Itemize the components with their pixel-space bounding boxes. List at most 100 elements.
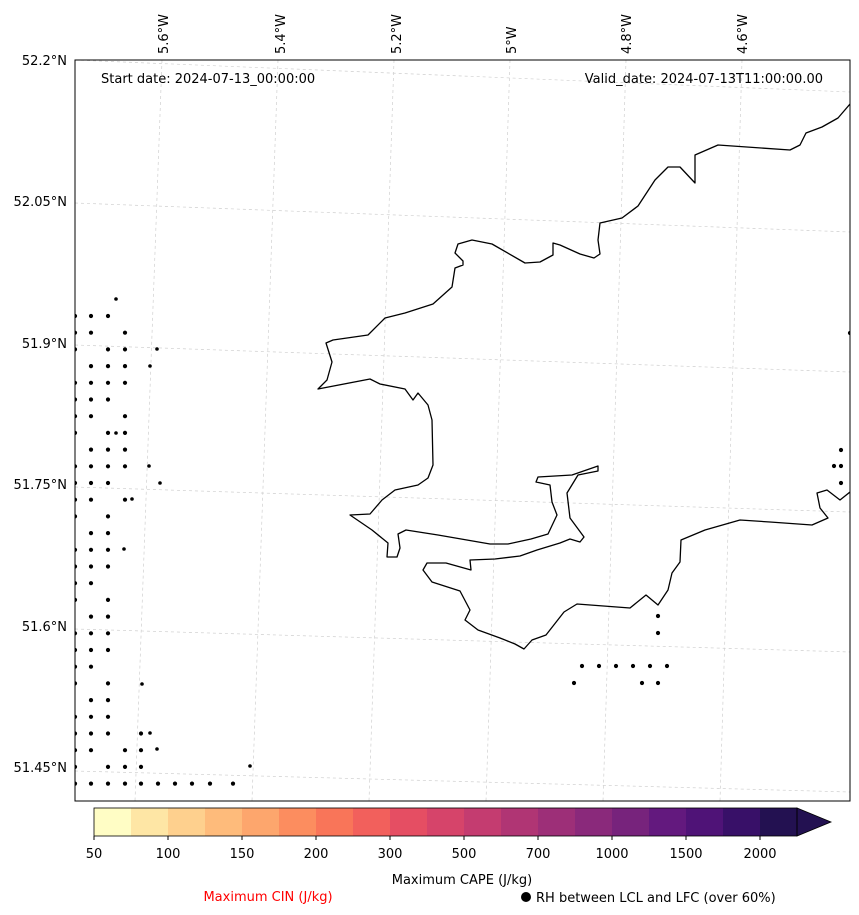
lat-tick-label: 51.45°N — [14, 761, 67, 776]
rh-dot — [105, 681, 111, 686]
rh-dot — [88, 380, 94, 385]
coastline — [317, 103, 850, 650]
colorbar-tick-label: 500 — [452, 847, 477, 862]
rh-dot — [105, 647, 111, 653]
map-background — [75, 60, 850, 801]
colorbar-tick-labels: 50 100 150 200 300 500 700 1000 1500 2000 — [86, 836, 777, 862]
rh-dot — [655, 613, 661, 619]
rh-dot — [122, 764, 128, 770]
colorbar-tick-label: 200 — [304, 847, 329, 862]
rh-dot — [88, 564, 94, 569]
rh-dot — [831, 463, 837, 469]
rh-dot — [75, 564, 78, 569]
colorbar-tick-label: 1000 — [595, 847, 628, 862]
rh-dot — [838, 480, 844, 486]
rh-dot — [230, 781, 236, 786]
rh-dot — [88, 313, 94, 319]
rh-dot — [75, 664, 78, 669]
lon-tick-label: 5.4°W — [274, 14, 289, 54]
rh-dot — [105, 781, 111, 786]
colorbar-tick-label: 700 — [526, 847, 551, 862]
colorbar-tick-label: 2000 — [743, 847, 776, 862]
rh-dot — [596, 663, 602, 669]
rh-dot — [88, 547, 94, 552]
cin-legend-label: Maximum CIN (J/kg) — [203, 890, 332, 905]
colorbar-tick-label: 150 — [230, 847, 255, 862]
rh-dot — [647, 663, 653, 669]
rh-dot — [105, 547, 111, 552]
rh-dot — [75, 347, 78, 352]
colorbar-segment — [686, 808, 724, 836]
colorbar-title: Maximum CAPE (J/kg) — [392, 873, 532, 888]
colorbar-segment — [390, 808, 428, 836]
colorbar-segment — [131, 808, 169, 836]
rh-dot — [189, 781, 195, 786]
rh-dot — [75, 748, 78, 753]
rh-dot — [130, 497, 134, 501]
rh-dot — [138, 764, 144, 770]
filled-circle-marker-icon — [521, 892, 531, 902]
rh-dot — [655, 680, 661, 686]
colorbar-segment — [464, 808, 502, 836]
rh-dot — [105, 714, 111, 719]
rh-dot — [571, 680, 577, 686]
rh-dot — [88, 397, 94, 402]
rh-dot — [138, 781, 144, 786]
rh-dot — [75, 581, 78, 586]
colorbar-tick-label: 300 — [378, 847, 403, 862]
rh-dot — [105, 698, 111, 703]
rh-dot — [88, 664, 94, 669]
colorbar-segment — [501, 808, 539, 836]
rh-dot — [75, 597, 78, 602]
rh-dot — [88, 781, 94, 786]
rh-dot — [630, 663, 636, 669]
rh-dot — [88, 364, 94, 369]
lon-tick-label: 5.2°W — [390, 14, 405, 54]
rh-dot — [122, 430, 128, 435]
rh-dot — [75, 731, 78, 736]
rh-dot — [88, 631, 94, 636]
rh-dot — [148, 364, 152, 368]
rh-dot — [655, 630, 661, 636]
rh-dot — [75, 547, 78, 552]
rh-stipple-markers — [75, 297, 850, 786]
lat-tick-label: 51.9°N — [22, 337, 67, 352]
rh-dot — [105, 380, 111, 385]
rh-dot — [105, 514, 111, 519]
lat-tick-label: 52.05°N — [14, 195, 67, 210]
rh-dot — [122, 748, 128, 753]
rh-dot — [75, 647, 78, 653]
rh-dot — [122, 497, 128, 502]
colorbar-segment — [538, 808, 576, 836]
rh-dot — [122, 414, 128, 419]
rh-dot — [122, 447, 128, 452]
colorbar-segment — [575, 808, 613, 836]
rh-dot — [105, 597, 111, 603]
lon-tick-label: 5°W — [505, 26, 520, 54]
rh-dot — [122, 330, 128, 335]
rh-dot — [847, 330, 850, 336]
rh-dot — [664, 663, 670, 669]
rh-dot — [122, 547, 126, 551]
rh-dot — [105, 464, 111, 469]
rh-dot — [88, 647, 94, 653]
lat-tick-label: 52.2°N — [22, 54, 67, 69]
rh-dot — [88, 480, 94, 486]
rh-dot — [105, 564, 111, 569]
lon-tick-label: 5.6°W — [157, 14, 172, 54]
rh-dot — [105, 631, 111, 636]
rh-dot — [75, 414, 78, 419]
rh-dot — [105, 364, 111, 369]
colorbar-segment — [316, 808, 354, 836]
rh-dot — [148, 731, 152, 735]
rh-dot — [75, 397, 78, 402]
rh-dot — [140, 682, 144, 686]
valid-date-label: Valid_date: 2024-07-13T11:00:00.00 — [585, 72, 823, 87]
colorbar-segment — [205, 808, 243, 836]
rh-dot — [105, 764, 111, 770]
colorbar-segment — [353, 808, 391, 836]
rh-dot — [639, 680, 645, 686]
colorbar-segment — [242, 808, 280, 836]
rh-dot — [88, 731, 94, 736]
